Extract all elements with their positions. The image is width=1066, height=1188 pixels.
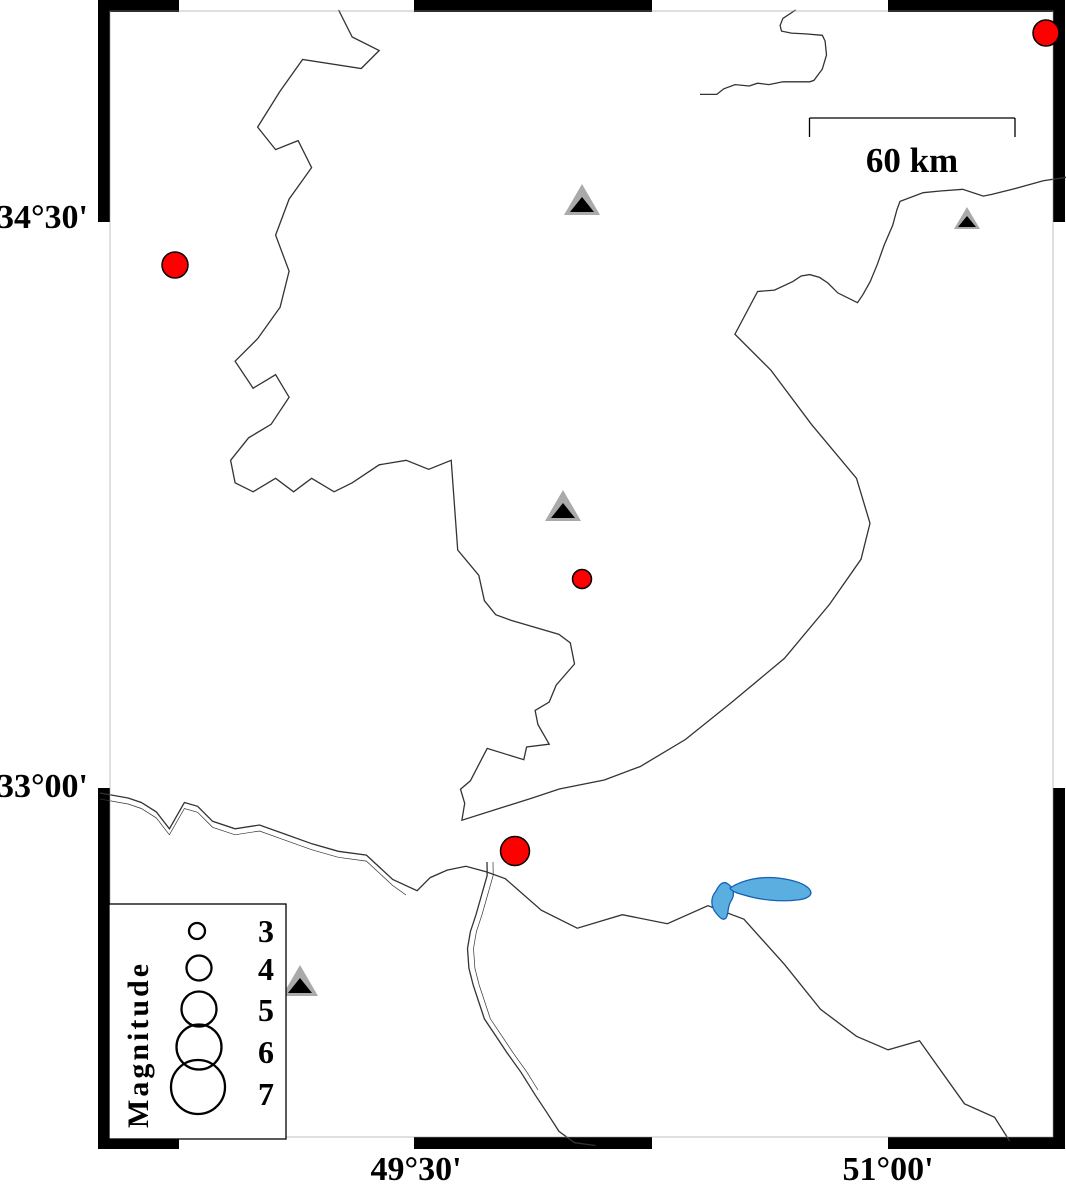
svg-text:7: 7 [258, 1076, 274, 1112]
svg-text:33°00': 33°00' [0, 768, 88, 805]
svg-text:49°30': 49°30' [370, 1151, 461, 1188]
svg-text:4: 4 [258, 951, 274, 987]
svg-text:3: 3 [258, 913, 274, 949]
svg-text:51°00': 51°00' [842, 1151, 933, 1188]
svg-text:5: 5 [258, 992, 274, 1028]
svg-text:60 km: 60 km [866, 141, 958, 180]
svg-text:34°30': 34°30' [0, 199, 88, 236]
svg-text:Magnitude: Magnitude [122, 961, 155, 1128]
svg-text:6: 6 [258, 1034, 274, 1070]
